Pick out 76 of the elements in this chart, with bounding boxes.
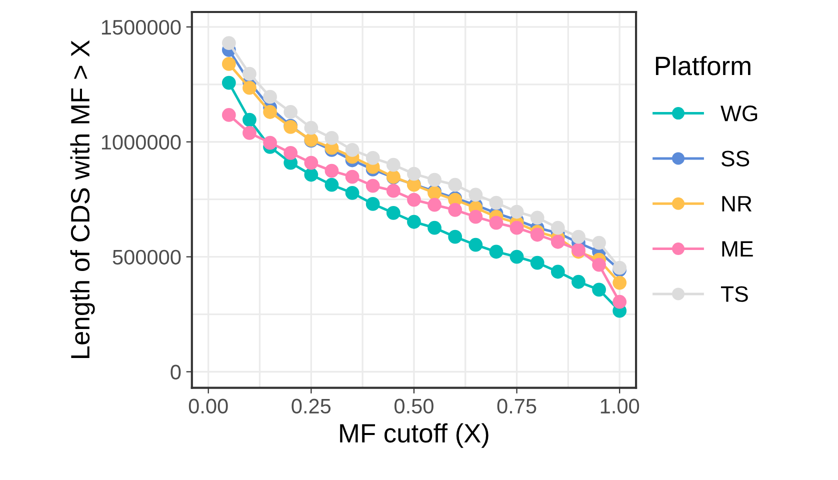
point — [428, 220, 442, 235]
point — [550, 220, 565, 235]
point — [345, 186, 360, 200]
point — [407, 214, 421, 229]
point — [324, 178, 339, 192]
point — [448, 202, 462, 217]
y-tick-label: 1000000 — [102, 134, 181, 150]
point — [386, 206, 400, 220]
point — [489, 244, 504, 259]
point — [304, 156, 318, 170]
point — [386, 158, 400, 172]
point — [407, 166, 421, 181]
point — [242, 80, 256, 95]
point — [468, 188, 483, 202]
point — [510, 220, 524, 235]
legend-label: TS — [720, 286, 748, 302]
point — [592, 236, 606, 250]
point — [407, 192, 421, 207]
point — [263, 90, 277, 104]
y-axis-title: Length of CDS with MF > X — [70, 40, 95, 358]
point — [324, 164, 339, 178]
point — [592, 282, 606, 297]
point — [284, 105, 298, 119]
point — [366, 151, 380, 165]
y-tick-label: 500000 — [112, 250, 181, 265]
point — [572, 230, 586, 244]
point — [242, 112, 256, 127]
point — [612, 276, 627, 290]
legend-title: Platform — [656, 56, 750, 76]
legend-label: NR — [722, 196, 752, 212]
point — [510, 204, 524, 219]
point — [530, 256, 544, 270]
point — [345, 142, 360, 157]
legend-label: SS — [721, 150, 750, 166]
legend-label: ME — [722, 241, 753, 257]
point — [222, 57, 236, 71]
point — [448, 230, 462, 244]
point — [448, 178, 462, 192]
point — [489, 196, 504, 210]
point — [345, 170, 360, 184]
point — [530, 210, 544, 225]
point — [222, 108, 236, 122]
point — [572, 274, 586, 289]
point — [284, 146, 298, 160]
y-tick-label: 1500000 — [102, 20, 181, 35]
point — [366, 178, 380, 193]
point — [489, 216, 504, 230]
point — [304, 168, 318, 182]
x-axis-title: MF cutoff (X) — [340, 423, 488, 448]
legend-label: WG — [720, 106, 758, 122]
point — [242, 126, 256, 140]
point — [592, 258, 606, 272]
point — [222, 76, 236, 90]
point — [263, 136, 277, 150]
point — [530, 228, 544, 242]
point — [468, 210, 483, 224]
point — [428, 172, 442, 187]
point — [428, 198, 442, 212]
point — [222, 36, 236, 50]
x-tick-label: 0.00 — [188, 398, 228, 414]
x-tick-label: 0.75 — [497, 398, 536, 414]
x-tick-label: 0.50 — [394, 398, 434, 414]
x-tick-label: 0.25 — [292, 398, 331, 414]
point — [304, 120, 318, 135]
point — [468, 238, 483, 252]
y-tick-label: 0 — [170, 364, 181, 380]
point — [242, 66, 256, 81]
point — [550, 234, 565, 249]
point — [366, 197, 380, 211]
x-tick-label: 1.00 — [600, 398, 640, 414]
point — [386, 184, 400, 198]
point — [324, 131, 339, 145]
point — [612, 294, 627, 309]
point — [263, 105, 277, 119]
point — [510, 250, 524, 264]
point — [550, 264, 565, 279]
